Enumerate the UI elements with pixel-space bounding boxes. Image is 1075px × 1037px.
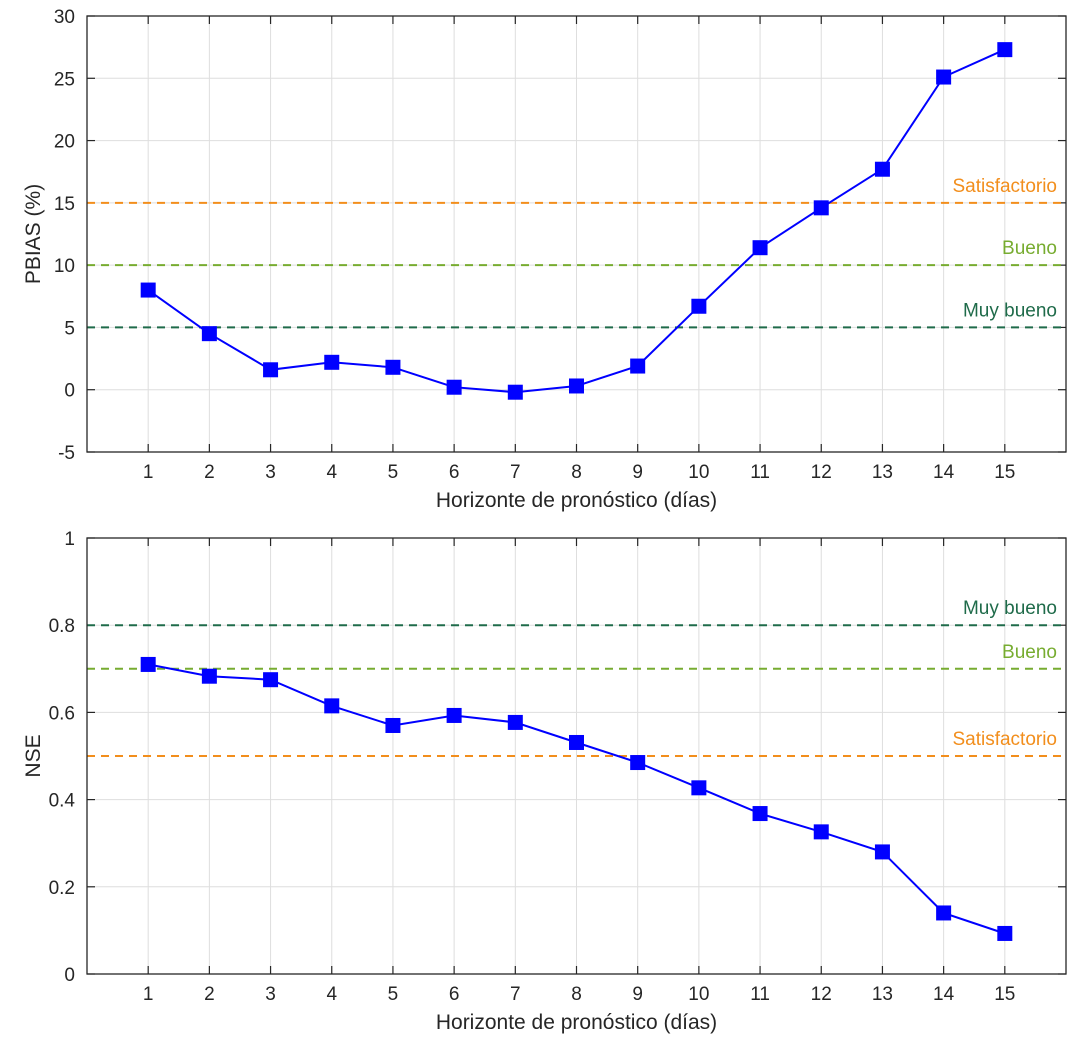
- data-point: [874, 161, 890, 177]
- data-point: [263, 362, 279, 378]
- y-axis-label: NSE: [22, 734, 45, 777]
- x-tick-label: 6: [449, 462, 460, 483]
- y-tick-label: -5: [58, 443, 75, 464]
- data-point: [324, 354, 340, 370]
- data-point: [630, 358, 646, 374]
- x-tick-label: 11: [750, 984, 770, 1005]
- data-point: [569, 378, 584, 394]
- x-tick-label: 10: [688, 984, 709, 1005]
- data-point: [936, 69, 952, 85]
- reference-line-label: Muy bueno: [963, 300, 1057, 321]
- data-point: [201, 668, 217, 684]
- x-tick-label: 15: [994, 462, 1015, 483]
- x-tick-label: 15: [994, 984, 1015, 1005]
- y-tick-label: 0: [64, 965, 75, 986]
- x-tick-label: 2: [204, 462, 215, 483]
- x-tick-label: 1: [143, 462, 154, 483]
- x-tick-label: 4: [326, 462, 337, 483]
- x-tick-label: 7: [510, 462, 521, 483]
- reference-line-label: Muy bueno: [963, 598, 1057, 619]
- axes-frame: [86, 537, 1067, 975]
- reference-line-label: Satisfactorio: [952, 176, 1057, 197]
- data-point: [691, 298, 707, 314]
- data-point: [446, 707, 462, 723]
- data-point: [324, 698, 340, 714]
- y-tick-label: 10: [54, 256, 75, 277]
- y-tick-label: 1: [64, 529, 75, 550]
- y-tick-label: 25: [54, 69, 75, 90]
- data-point: [385, 359, 401, 375]
- x-tick-label: 5: [388, 984, 399, 1005]
- data-point: [813, 824, 829, 840]
- data-point: [201, 326, 217, 342]
- reference-line-label: Bueno: [1002, 238, 1057, 259]
- y-axis-label: PBIAS (%): [22, 184, 45, 284]
- x-tick-label: 13: [872, 462, 893, 483]
- reference-line-label: Bueno: [1002, 642, 1057, 663]
- data-point: [997, 42, 1013, 58]
- data-point: [263, 672, 279, 688]
- y-tick-label: 5: [64, 318, 75, 339]
- y-tick-label: 0.4: [49, 791, 76, 812]
- x-tick-label: 11: [750, 462, 770, 483]
- x-tick-label: 13: [872, 984, 893, 1005]
- data-point: [385, 717, 401, 733]
- data-point: [752, 240, 768, 256]
- x-tick-label: 8: [571, 984, 582, 1005]
- data-point: [874, 844, 890, 860]
- data-point: [691, 780, 707, 796]
- data-point: [507, 384, 523, 400]
- x-axis-label: Horizonte de pronóstico (días): [436, 489, 717, 512]
- data-point: [507, 714, 523, 730]
- data-point: [936, 905, 952, 921]
- data-point: [752, 806, 768, 822]
- data-point: [569, 734, 584, 750]
- x-axis-label: Horizonte de pronóstico (días): [436, 1011, 717, 1034]
- x-tick-label: 7: [510, 984, 521, 1005]
- x-tick-label: 8: [571, 462, 582, 483]
- y-tick-label: 0.8: [49, 616, 75, 637]
- y-tick-label: 0.6: [49, 703, 75, 724]
- data-point: [630, 755, 646, 771]
- x-tick-label: 2: [204, 984, 215, 1005]
- x-tick-label: 12: [811, 984, 832, 1005]
- y-tick-label: 20: [54, 132, 75, 153]
- x-tick-label: 6: [449, 984, 460, 1005]
- y-tick-label: 0: [64, 381, 75, 402]
- data-point: [446, 379, 462, 395]
- data-point: [813, 200, 829, 216]
- x-tick-label: 3: [265, 984, 276, 1005]
- y-tick-label: 0.2: [49, 878, 75, 899]
- x-tick-label: 9: [632, 984, 643, 1005]
- x-tick-label: 4: [326, 984, 337, 1005]
- x-tick-label: 14: [933, 984, 955, 1005]
- x-tick-label: 1: [143, 984, 154, 1005]
- y-tick-label: 30: [54, 7, 75, 28]
- x-tick-label: 9: [632, 462, 643, 483]
- x-tick-label: 12: [811, 462, 832, 483]
- axes-frame: [86, 15, 1067, 453]
- data-point: [140, 656, 156, 672]
- x-tick-label: 3: [265, 462, 276, 483]
- data-point: [997, 925, 1013, 941]
- pbias-panel: 1 2 3 4 5 6 7 8 9 10 11 12 13 14 15-5051015202530Satis…: [22, 7, 1067, 512]
- x-tick-label: 10: [688, 462, 709, 483]
- reference-line-label: Satisfactorio: [952, 729, 1057, 750]
- x-tick-label: 14: [933, 462, 955, 483]
- y-tick-label: 15: [54, 194, 75, 215]
- x-tick-label: 5: [388, 462, 399, 483]
- data-point: [140, 282, 156, 298]
